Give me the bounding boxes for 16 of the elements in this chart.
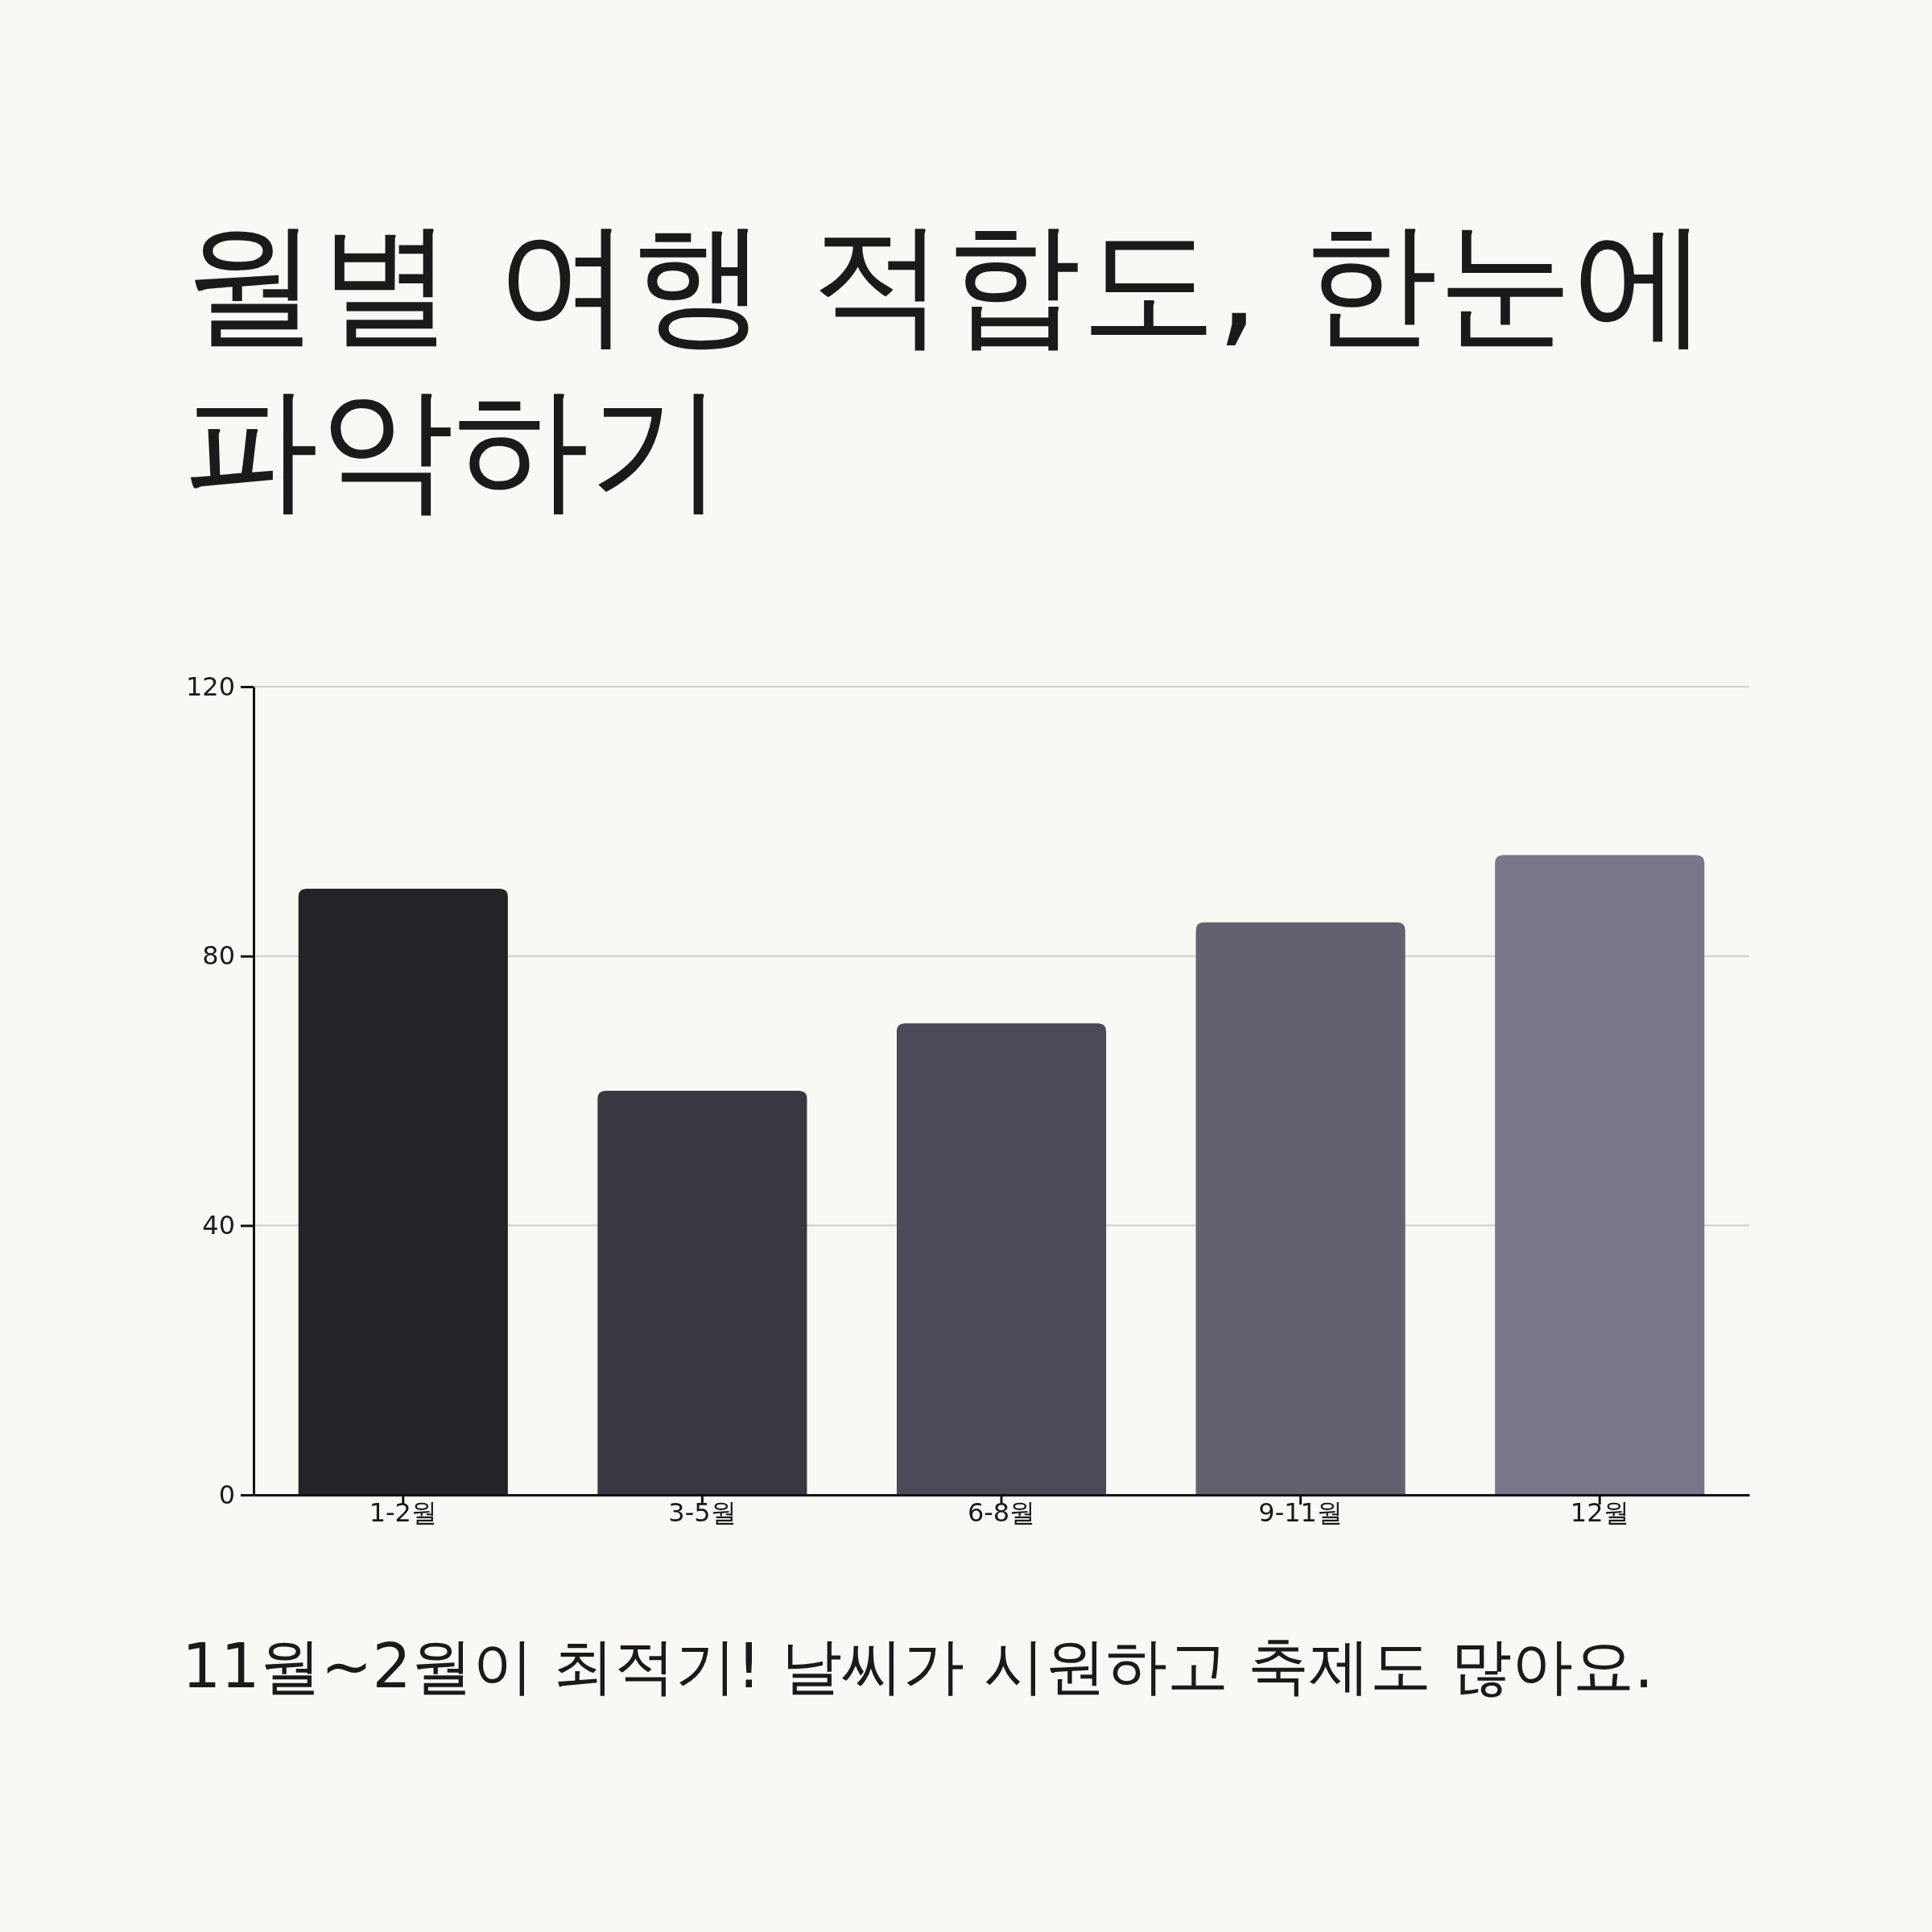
y-tick-label: 40: [202, 1210, 235, 1241]
x-tick-label: 12월: [1570, 1497, 1629, 1528]
bar: [298, 889, 508, 1495]
bar: [597, 1091, 807, 1495]
x-tick-label: 9-11월: [1258, 1497, 1343, 1528]
y-tick-label: 80: [202, 940, 235, 972]
x-tick-label: 6-8월: [967, 1497, 1036, 1528]
chart-title: 월별 여행 적합도, 한눈에 파악하기: [184, 204, 1709, 529]
y-tick-label: 120: [185, 671, 235, 702]
x-tick-label: 3-5월: [668, 1497, 737, 1528]
text: 11월~2월이 최적기! 날씨가 시원하고 축제도 많아요.: [182, 1629, 1654, 1703]
bar: [1495, 855, 1705, 1495]
y-tick-label: 0: [218, 1479, 235, 1510]
bar: [896, 1023, 1107, 1495]
bar: [1195, 922, 1406, 1495]
x-tick-label: 1-2월: [369, 1497, 437, 1528]
